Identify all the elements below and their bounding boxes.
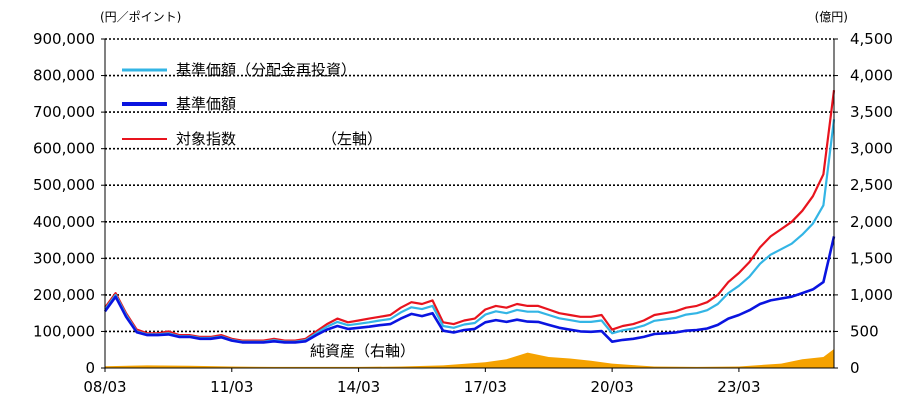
net-assets-label: 純資産（右軸） [310, 342, 415, 360]
nav-reinvested-line [104, 119, 836, 343]
right-tick-label: 500 [850, 322, 879, 340]
axes: 0 100,000 200,000 300,000 400,000 500,000 600,… [33, 10, 893, 396]
legend-label: 基準価額（分配金再投資） [176, 61, 356, 79]
left-tick-label: 800,000 [33, 67, 95, 85]
right-tick-label: 2,500 [850, 176, 893, 194]
legend-axis-note: （左軸） [322, 130, 382, 148]
x-tick-label: 23/03 [717, 378, 760, 396]
right-tick-label: 1,500 [850, 249, 893, 267]
right-axis-unit: (億円) [815, 10, 848, 24]
right-tick-label: 3,500 [850, 103, 893, 121]
net-assets-area [105, 349, 834, 368]
right-tick-label: 3,000 [850, 140, 893, 158]
left-axis-unit: (円／ポイント) [100, 10, 181, 24]
left-tick-label: 500,000 [33, 176, 95, 194]
right-tick-label: 4,500 [850, 30, 893, 48]
left-tick-label: 0 [85, 359, 95, 377]
x-tick-label: 17/03 [464, 378, 507, 396]
x-tick-label: 11/03 [210, 378, 253, 396]
right-tick-label: 4,000 [850, 67, 893, 85]
legend-label: 基準価額 [176, 95, 236, 113]
left-tick-label: 900,000 [33, 30, 95, 48]
right-tick-label: 0 [850, 359, 860, 377]
x-tick-label: 14/03 [337, 378, 380, 396]
nav-line [103, 236, 836, 344]
legend-label: 対象指数 [176, 130, 236, 148]
index-line [104, 90, 836, 342]
left-tick-label: 400,000 [33, 213, 95, 231]
x-tick-label: 20/03 [591, 378, 634, 396]
right-tick-label: 1,000 [850, 286, 893, 304]
left-tick-label: 100,000 [33, 322, 95, 340]
gridlines [105, 38, 834, 333]
right-tick-label: 2,000 [850, 213, 893, 231]
x-tick-label: 08/03 [83, 378, 126, 396]
net-assets-area-layer [105, 349, 834, 368]
left-tick-label: 700,000 [33, 103, 95, 121]
left-tick-label: 200,000 [33, 286, 95, 304]
price-lines-layer [103, 90, 836, 344]
left-tick-label: 300,000 [33, 249, 95, 267]
left-tick-label: 600,000 [33, 140, 95, 158]
